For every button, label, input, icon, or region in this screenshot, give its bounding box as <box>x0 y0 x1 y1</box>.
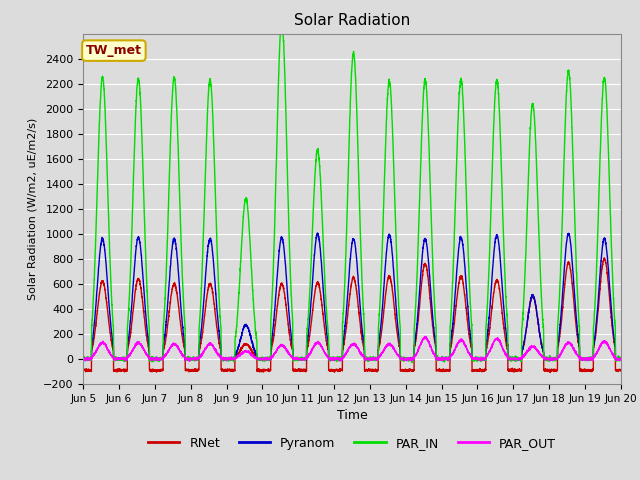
Title: Solar Radiation: Solar Radiation <box>294 13 410 28</box>
X-axis label: Time: Time <box>337 409 367 422</box>
Y-axis label: Solar Radiation (W/m2, uE/m2/s): Solar Radiation (W/m2, uE/m2/s) <box>28 118 37 300</box>
Legend: RNet, Pyranom, PAR_IN, PAR_OUT: RNet, Pyranom, PAR_IN, PAR_OUT <box>143 432 561 455</box>
Text: TW_met: TW_met <box>86 44 142 57</box>
